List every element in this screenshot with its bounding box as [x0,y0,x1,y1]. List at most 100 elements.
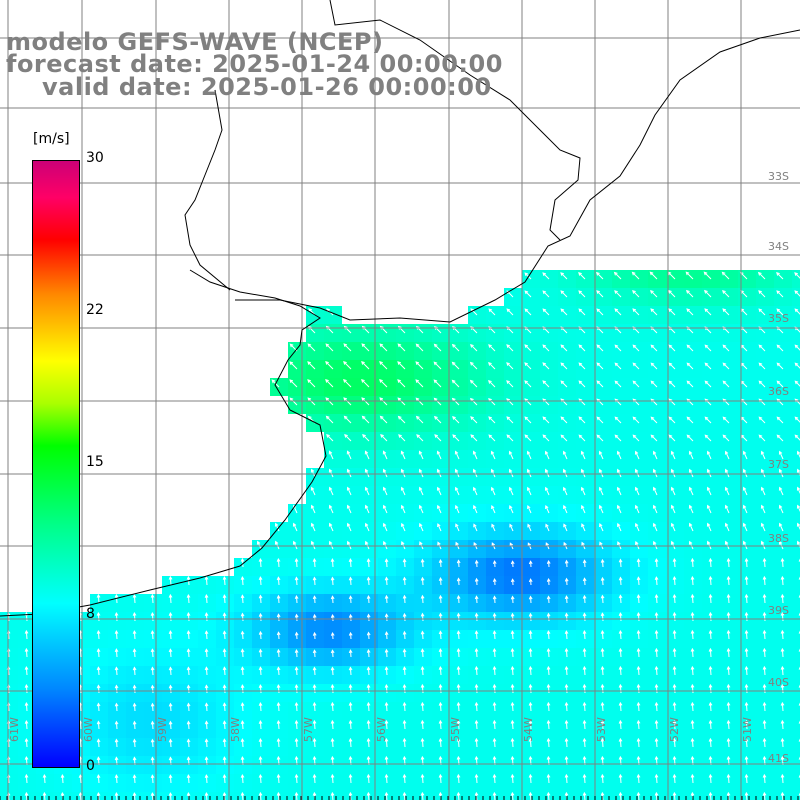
wind-arrow [222,666,227,676]
wind-arrow [776,271,784,280]
wind-arrow [510,630,515,640]
wind-arrow [670,486,676,496]
wind-arrow [546,612,551,622]
wind-arrow [704,289,712,298]
wind-arrow [600,719,605,730]
wind-arrow [527,504,532,514]
wind-arrow [382,486,388,496]
wind-arrow [760,522,766,532]
wind-arrow [708,683,713,694]
wind-arrow [328,540,334,550]
wind-arrow [401,540,406,550]
lon-label: 60W [82,717,95,742]
lon-label: 52W [668,717,681,742]
wind-arrow [276,613,281,622]
wind-arrow [546,683,551,694]
wind-arrow [578,380,586,388]
wind-arrow [310,540,316,550]
wind-arrow [670,468,676,478]
wind-arrow [546,665,551,676]
wind-arrow [330,737,335,748]
wind-arrow [742,540,748,550]
wind-arrow [672,575,677,586]
wind-arrow [652,540,658,550]
wind-arrow [186,630,191,640]
wind-arrow [325,361,334,370]
wind-arrow [492,665,497,676]
wind-arrow [96,702,101,712]
lon-label: 51W [741,717,754,742]
wind-arrow [614,380,622,388]
wind-arrow [524,290,532,298]
wind-arrow [456,648,461,658]
wind-arrow [596,434,604,442]
wind-arrow [276,594,281,604]
wind-arrow [186,612,191,622]
wind-arrow [686,416,694,424]
wind-arrow [168,612,173,622]
wind-arrow [274,540,280,550]
wind-arrow [258,738,263,748]
wind-arrow [776,344,784,352]
wind-arrow [794,362,800,369]
wind-arrow [510,647,515,658]
wind-arrow [420,666,425,676]
lon-label: 59W [156,717,169,742]
wind-arrow [654,576,659,586]
wind-arrow [307,361,316,370]
wind-arrow [708,611,713,622]
wind-arrow [670,450,676,460]
wind-arrow [618,558,623,568]
wind-arrow [672,647,677,658]
wind-arrow [456,737,461,748]
wind-arrow [528,773,533,784]
wind-arrow [348,613,353,622]
wind-arrow [778,450,784,460]
wind-arrow [346,486,352,496]
wind-arrow [438,665,443,676]
wind-arrow [546,577,551,586]
wind-arrow [595,271,604,280]
wind-arrow [222,738,227,748]
wind-arrow [688,450,694,460]
wind-arrow [400,504,406,514]
wind-arrow [744,647,749,658]
wind-arrow [204,684,209,694]
wind-arrow [384,558,389,568]
wind-arrow [744,557,749,568]
wind-arrow [276,773,281,784]
wind-arrow [433,379,442,388]
wind-arrow [437,523,442,532]
wind-arrow [780,773,785,784]
wind-arrow [292,522,298,532]
wind-arrow [310,468,316,478]
wind-arrow [474,701,479,712]
wind-arrow [794,380,800,387]
coast-north [235,29,800,323]
wind-arrow [150,611,155,622]
wind-arrow [222,648,227,658]
wind-arrow [528,578,533,586]
wind-arrow [132,738,137,748]
wind-arrow [433,361,442,370]
wind-arrow [600,647,605,658]
wind-arrow [307,379,316,388]
wind-arrow [366,773,371,784]
wind-arrow [168,774,173,784]
wind-arrow [420,612,425,622]
wind-arrow [343,378,352,388]
wind-arrow [632,416,640,424]
wind-arrow [276,576,281,586]
wind-arrow [310,504,316,514]
wind-arrow [474,630,479,640]
field-cell [792,756,800,774]
wind-arrow [186,702,191,712]
wind-arrow [794,308,800,315]
wind-arrow [186,738,191,748]
wind-arrow [708,629,713,640]
wind-arrow [528,612,533,622]
wind-arrow [114,774,119,784]
wind-arrow [600,701,605,712]
wind-arrow [150,684,155,694]
wind-arrow [506,380,514,388]
